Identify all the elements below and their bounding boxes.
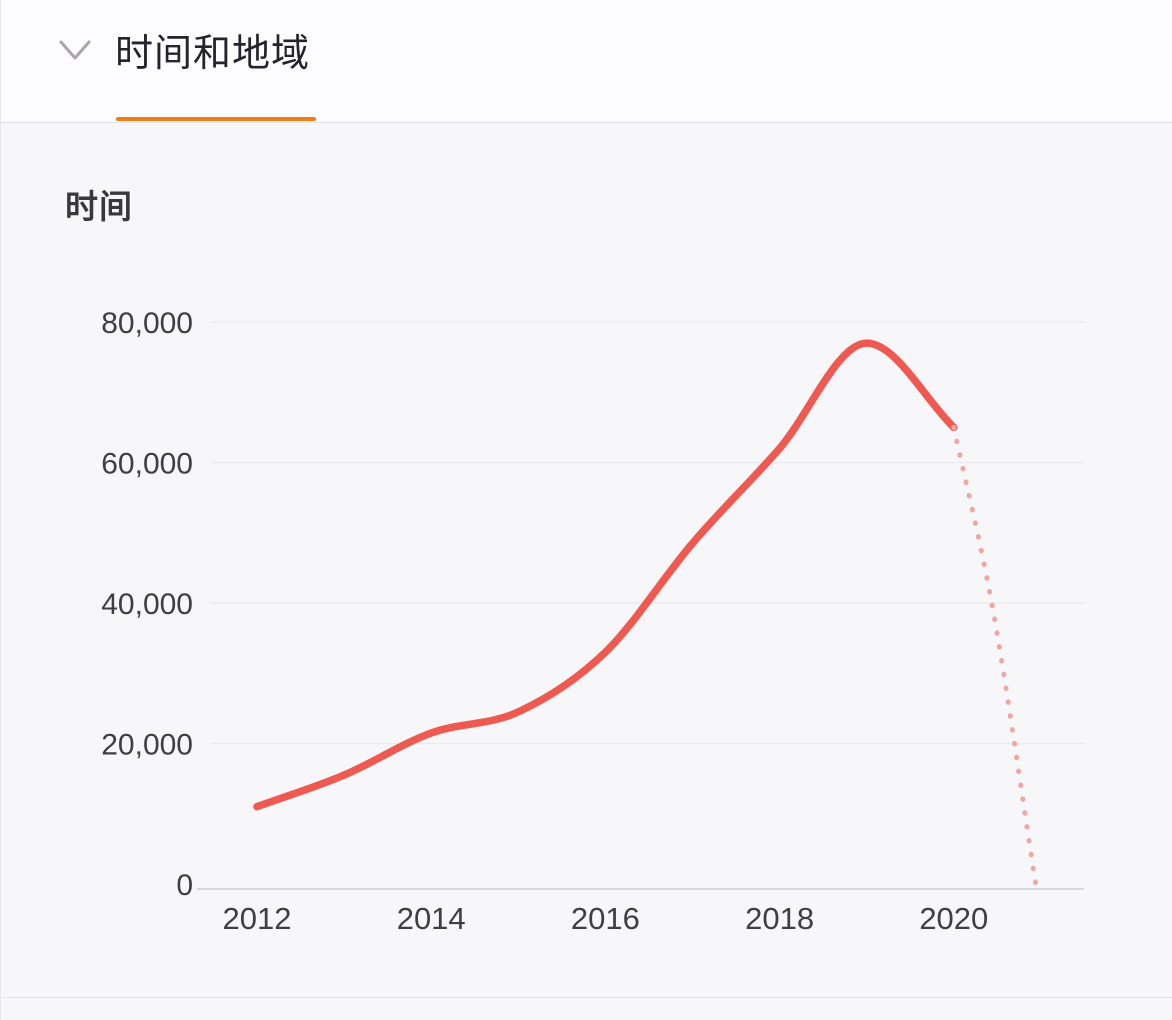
y-tick-label: 0 xyxy=(176,869,193,902)
bottom-divider xyxy=(1,997,1172,998)
chart-title: 时间 xyxy=(65,188,133,225)
trend-line-solid xyxy=(253,339,958,811)
x-tick-label: 2012 xyxy=(223,901,292,936)
x-tick-label: 2020 xyxy=(919,901,988,936)
panel-title: 时间和地域 xyxy=(115,33,311,75)
y-tick-label: 60,000 xyxy=(101,448,193,481)
chevron-down-icon[interactable] xyxy=(58,36,92,64)
x-tick-label: 2014 xyxy=(397,901,466,936)
active-tab-indicator xyxy=(116,117,316,121)
y-tick-label: 20,000 xyxy=(101,729,193,762)
section-header[interactable]: 时间和地域 xyxy=(1,0,1172,123)
trend-line-projection xyxy=(951,424,1039,887)
x-tick-label: 2018 xyxy=(745,901,814,936)
y-tick-label: 80,000 xyxy=(101,307,193,340)
y-tick-label: 40,000 xyxy=(101,588,193,621)
x-tick-label: 2016 xyxy=(571,901,640,936)
